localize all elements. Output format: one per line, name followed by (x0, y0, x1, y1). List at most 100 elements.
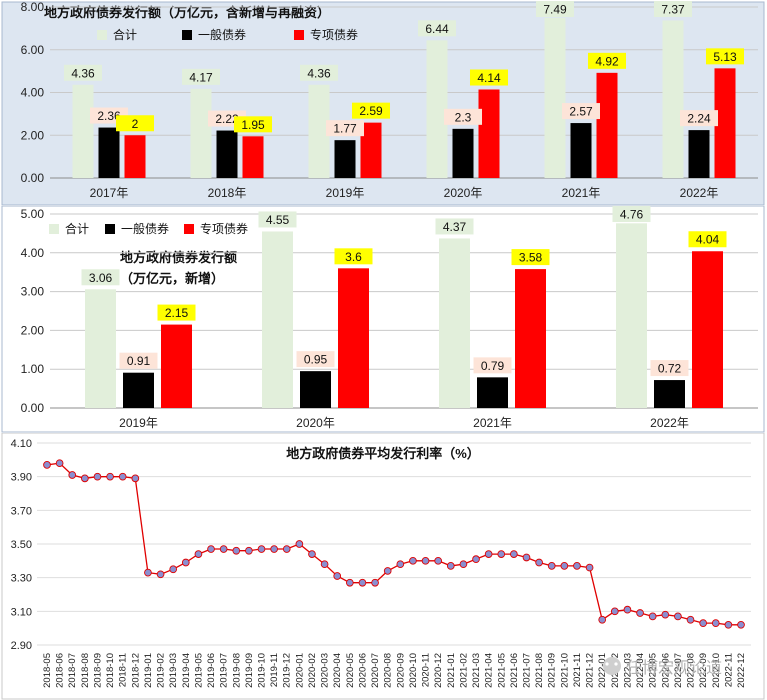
y-tick-label: 3.70 (11, 505, 32, 517)
data-label-general-bg (473, 357, 512, 374)
x-tick-label: 2021-04 (484, 653, 495, 688)
x-tick-label: 2022-07 (673, 653, 684, 688)
bar-general (216, 130, 238, 178)
x-tick-label: 2020-12 (433, 653, 444, 688)
data-label-total-bg (64, 64, 102, 81)
bar-general (570, 123, 592, 178)
x-tick-label: 2018-11 (118, 653, 129, 687)
chart2-title-line1: 地方政府债券发行额 (120, 250, 237, 265)
x-tick-label: 2020-03 (320, 653, 331, 688)
bar-special (692, 251, 723, 408)
data-point (333, 572, 342, 580)
x-tick-label: 2019-03 (168, 653, 179, 688)
chart3-title: 地方政府债券平均发行利率（%） (286, 446, 480, 461)
x-category-label: 2018年 (208, 186, 247, 200)
x-tick-label: 2021-12 (585, 653, 596, 688)
x-tick-label: 2019-06 (206, 653, 217, 688)
x-tick-label: 2021-06 (509, 653, 520, 688)
data-point (434, 556, 443, 565)
data-label-special: 4.04 (696, 233, 720, 247)
data-label-general: 0.79 (481, 359, 505, 373)
bar-general (688, 130, 710, 178)
data-point (371, 578, 379, 587)
data-point (68, 471, 77, 479)
data-label-general: 2.22 (215, 112, 239, 126)
bar-general (452, 128, 474, 178)
x-tick-label: 2019-08 (231, 653, 242, 688)
y-tick-label: 5.00 (21, 207, 45, 221)
x-tick-label: 2019-04 (181, 653, 192, 688)
legend-swatch-special (184, 224, 194, 234)
data-label-special-bg (352, 102, 390, 119)
legend-label-general: 一般债券 (121, 221, 169, 236)
data-label-total-bg (300, 64, 338, 81)
data-label-total-bg (182, 68, 220, 85)
data-point (547, 562, 556, 570)
data-label-total: 4.55 (266, 213, 290, 227)
data-label-general: 0.72 (658, 362, 682, 376)
legend-swatch-special (294, 30, 304, 40)
data-label-general: 2.24 (687, 112, 711, 126)
bar-special (360, 122, 382, 178)
data-label-total: 4.36 (71, 66, 95, 80)
bar-special (515, 269, 546, 408)
data-label-special-bg (588, 52, 626, 69)
legend-label-special: 专项债券 (200, 221, 248, 236)
bar-total (85, 289, 116, 408)
x-tick-label: 2020-04 (332, 653, 343, 688)
y-tick-label: 2.00 (21, 128, 45, 142)
data-point (106, 472, 114, 481)
x-category-label: 2020年 (296, 416, 335, 430)
data-label-total: 4.37 (443, 220, 467, 234)
bar-total (426, 40, 448, 178)
x-tick-label: 2021-01 (446, 653, 457, 688)
data-point (497, 550, 506, 558)
data-label-general: 1.77 (333, 122, 357, 136)
data-label-general: 0.95 (304, 353, 328, 367)
x-tick-label: 2018-12 (130, 653, 141, 688)
data-point (396, 560, 405, 569)
data-label-general-bg (444, 108, 482, 125)
x-tick-label: 2018-07 (67, 653, 78, 688)
data-label-general: 2.36 (97, 109, 121, 123)
x-category-label: 2017年 (90, 186, 129, 200)
data-label-total-bg (435, 218, 474, 235)
x-tick-label: 2022-03 (622, 653, 633, 688)
data-point (446, 562, 455, 570)
data-point (636, 609, 644, 617)
x-tick-label: 2019-01 (143, 653, 154, 688)
data-label-special: 4.14 (477, 71, 501, 85)
data-point (573, 562, 581, 570)
data-point (560, 562, 569, 570)
data-point (282, 545, 291, 553)
y-tick-label: 4.00 (21, 86, 45, 100)
data-point (459, 560, 468, 569)
data-label-general: 0.91 (127, 354, 151, 368)
data-point (510, 550, 518, 558)
x-tick-label: 2022-11 (723, 653, 734, 687)
data-point (257, 545, 266, 553)
data-point (674, 612, 682, 621)
data-label-special: 5.13 (713, 50, 737, 64)
data-label-general-bg (296, 351, 335, 368)
data-label-total-bg (418, 20, 456, 37)
data-point (724, 620, 733, 629)
bar-total (616, 223, 647, 408)
data-point (472, 555, 480, 564)
bar-special (338, 268, 369, 408)
data-point (648, 612, 657, 621)
data-point (270, 545, 278, 553)
x-tick-label: 2018-06 (55, 653, 66, 688)
data-label-general-bg (562, 103, 600, 120)
data-label-total: 4.76 (620, 208, 644, 222)
wechat-icon-eye-right (614, 662, 618, 666)
data-point (55, 459, 64, 468)
x-category-label: 2020年 (444, 186, 483, 200)
x-tick-label: 2019-07 (219, 653, 230, 688)
data-label-total-bg (612, 206, 651, 222)
x-tick-label: 2019-02 (156, 653, 167, 688)
bar-chart-new-issuance: 地方政府债券发行额 （万亿元，新增） 0.00 1.00 2.00 3.00 4.00 5… (1, 205, 765, 433)
legend-swatch-general (105, 224, 115, 234)
x-tick-label: 2021-10 (559, 653, 570, 688)
data-point (169, 565, 178, 574)
